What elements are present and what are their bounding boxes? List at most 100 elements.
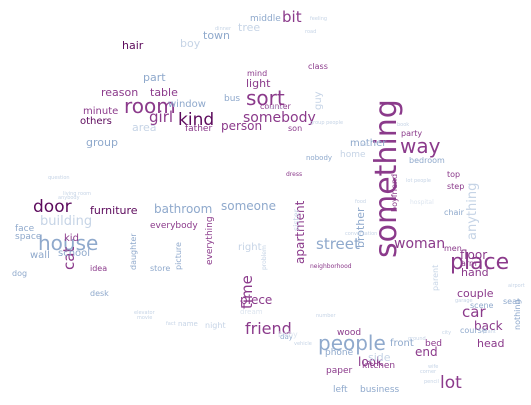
word-cloud-term: minute: [83, 106, 119, 117]
word-cloud-term: wife: [428, 364, 439, 370]
word-cloud-term: men: [444, 244, 462, 253]
word-cloud-term: bedroom: [409, 156, 445, 165]
word-cloud-term: mother: [350, 138, 387, 149]
word-cloud-term: business: [360, 385, 400, 395]
word-cloud-term: son: [288, 124, 303, 133]
word-cloud-term: anybody: [58, 195, 80, 201]
word-cloud-term: street: [316, 235, 360, 253]
word-cloud-term: window: [168, 99, 206, 110]
word-cloud-term: back: [474, 319, 503, 333]
word-cloud-term: space: [15, 232, 42, 242]
word-cloud-term: store: [150, 264, 171, 273]
word-cloud-term: airport: [508, 283, 525, 289]
word-cloud-term: dog: [12, 269, 28, 278]
word-cloud-term: food: [355, 199, 367, 205]
word-cloud-term: garage: [455, 298, 473, 304]
word-cloud-term: dress: [286, 171, 303, 178]
word-cloud-term: step: [447, 182, 465, 191]
word-cloud-term: question: [48, 175, 70, 181]
word-cloud-term: others: [80, 116, 112, 127]
word-cloud-term: left: [333, 385, 348, 395]
word-cloud-term: floor: [460, 248, 488, 262]
word-cloud-term: girl: [149, 108, 174, 126]
word-cloud-term: scene: [470, 301, 494, 310]
word-cloud-term: middle: [250, 14, 281, 24]
word-cloud-term: side: [368, 351, 391, 364]
word-cloud-term: picture: [174, 242, 183, 270]
word-cloud-term: parent: [431, 264, 440, 291]
word-cloud-term: elevator: [134, 310, 155, 316]
word-cloud-term: kind: [178, 110, 215, 130]
word-cloud-term: look: [358, 355, 383, 369]
word-cloud-term: father: [185, 124, 213, 134]
word-cloud-term: paper: [326, 366, 353, 376]
word-cloud-term: school: [58, 248, 91, 259]
word-cloud-term: somebody: [243, 110, 316, 126]
word-cloud-term: home: [340, 150, 366, 160]
word-cloud-term: plant: [483, 329, 496, 335]
word-cloud-term: friend: [245, 319, 292, 338]
word-cloud-term: light: [246, 77, 271, 90]
word-cloud-term: everything: [205, 216, 215, 265]
word-cloud-term: right: [238, 242, 262, 253]
word-cloud-term: boy: [180, 37, 201, 50]
word-cloud-term: part: [143, 71, 166, 84]
word-cloud-term: someone: [221, 199, 276, 213]
word-cloud-term: arm: [461, 259, 477, 268]
word-cloud-term: way: [400, 134, 441, 158]
word-cloud-term: face: [15, 224, 35, 234]
word-cloud-term: name: [178, 320, 198, 328]
word-cloud-term: hair: [122, 39, 144, 52]
word-cloud-term: desk: [90, 289, 109, 298]
word-cloud-term: piece: [240, 293, 273, 307]
word-cloud-term: book: [397, 122, 410, 128]
word-cloud-term: hand: [461, 266, 489, 279]
word-cloud-term: idea: [90, 264, 108, 273]
word-cloud-term: building: [40, 214, 93, 229]
word-cloud-term: person: [221, 119, 263, 133]
word-cloud-term: baby: [278, 330, 298, 339]
word-cloud-term: group: [86, 136, 118, 149]
word-cloud-term: ground: [408, 336, 426, 342]
word-cloud-term: brother: [354, 207, 367, 248]
word-cloud-term: place: [450, 250, 510, 275]
word-cloud-term: number: [316, 313, 336, 319]
word-cloud-term: room: [124, 94, 176, 118]
word-cloud-term: top: [447, 170, 461, 179]
word-cloud-term: furniture: [90, 204, 138, 217]
word-cloud-term: lot: [440, 373, 462, 393]
word-cloud-term: couple: [457, 287, 494, 300]
word-cloud-term: pencil: [424, 379, 439, 385]
word-cloud-term: clothes: [266, 105, 285, 111]
word-cloud-term: vehicle: [294, 341, 312, 347]
word-cloud-term: sort: [246, 86, 285, 110]
word-cloud-term: fact: [166, 321, 176, 327]
word-cloud-term: bathroom: [154, 202, 213, 216]
word-cloud-term: door: [33, 197, 72, 217]
word-cloud-term: road: [305, 29, 317, 35]
word-cloud-term: boyfriend: [390, 173, 399, 212]
word-cloud-term: wall: [30, 250, 50, 261]
word-cloud-term: tree: [238, 21, 261, 34]
word-cloud-term: people: [318, 331, 386, 355]
word-cloud-term: living room: [63, 191, 91, 197]
word-cloud-term: night: [205, 321, 226, 330]
word-cloud-term: phone: [325, 348, 354, 358]
word-cloud-term: class: [308, 62, 328, 71]
word-cloud-term: guy: [313, 91, 324, 110]
word-cloud-term: everybody: [150, 221, 198, 231]
word-cloud-term: reason: [101, 86, 139, 99]
word-cloud-term: table: [150, 86, 178, 99]
word-cloud-term: kid: [64, 233, 79, 244]
word-cloud-term: front: [390, 338, 414, 349]
word-cloud-term: end: [415, 345, 438, 359]
word-cloud-term: car: [462, 303, 486, 321]
word-cloud-term: box: [360, 142, 370, 148]
word-cloud-term: daughter: [129, 233, 138, 270]
word-cloud-term: group people: [310, 120, 344, 126]
word-cloud-term: lot people: [406, 178, 431, 184]
word-cloud-term: counter: [260, 102, 291, 111]
word-cloud-term: anything: [465, 182, 480, 240]
word-cloud-term: wood: [337, 328, 362, 338]
word-cloud-term: city: [442, 330, 452, 336]
